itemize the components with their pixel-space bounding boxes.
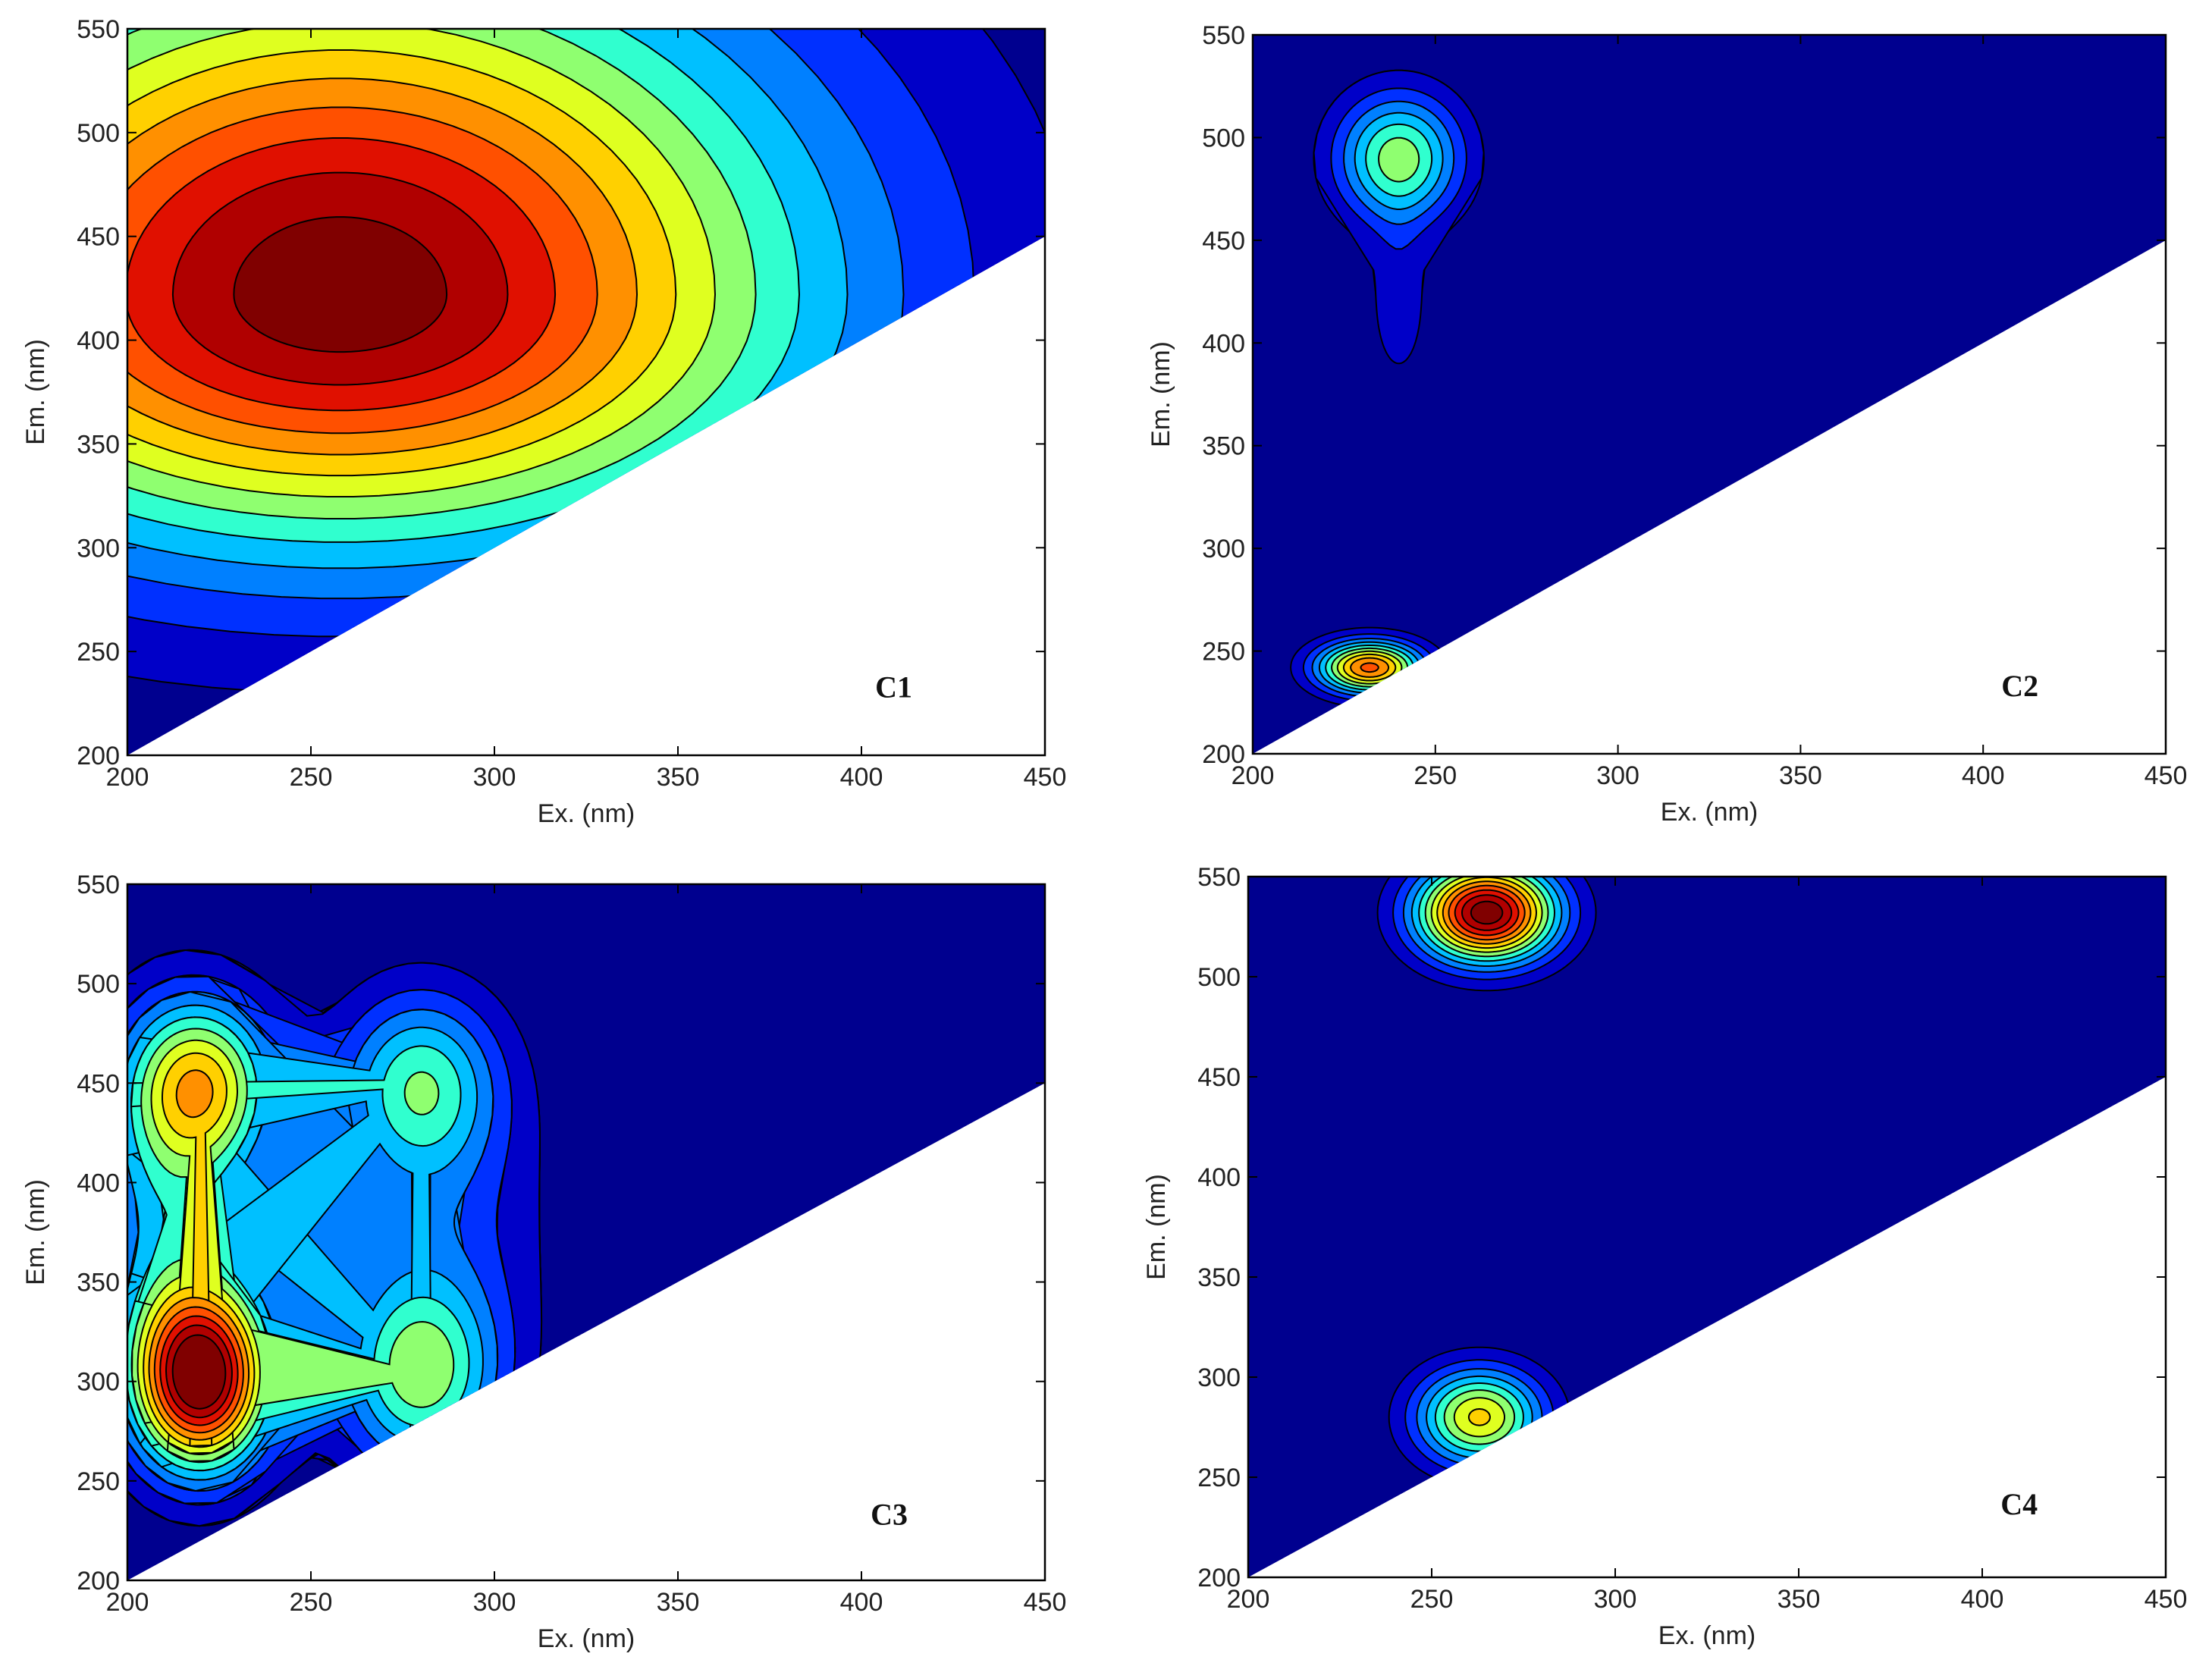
x-tick-label: 250	[1410, 1585, 1454, 1614]
y-tick-label: 550	[77, 871, 120, 899]
x-tick-label: 300	[1594, 1585, 1637, 1614]
x-tick-label: 400	[1961, 1585, 2004, 1614]
y-tick-label: 450	[1202, 227, 1245, 256]
x-axis-label: Ex. (nm)	[538, 1624, 635, 1653]
x-tick-label: 400	[1962, 761, 2005, 790]
y-tick-label: 300	[1202, 535, 1245, 563]
x-tick-label: 350	[1779, 761, 1822, 790]
y-tick-label: 500	[1202, 124, 1245, 152]
y-axis-label: Em. (nm)	[1147, 341, 1175, 447]
contour-levels	[127, 949, 543, 1527]
x-tick-label: 300	[1596, 761, 1639, 790]
x-tick-label: 250	[290, 1588, 333, 1617]
panel-tag: C3	[871, 1498, 908, 1532]
panel-c3: 200 250 300 350 400 450 200 250 300 350 400 450 500 5…	[21, 871, 1066, 1653]
y-tick-label: 200	[1197, 1564, 1241, 1592]
x-tick-label: 450	[2145, 1585, 2188, 1614]
y-tick-label: 450	[1197, 1063, 1241, 1092]
contour-level-6	[403, 1071, 440, 1115]
contour-levels	[127, 29, 1045, 695]
y-tick-label: 350	[1197, 1263, 1241, 1292]
y-tick-label: 550	[1197, 863, 1241, 892]
y-tick-label: 400	[1197, 1163, 1241, 1192]
panel-tag: C2	[2001, 669, 2038, 703]
x-tick-label: 350	[657, 1588, 700, 1617]
x-tick-label: 200	[1232, 761, 1275, 790]
x-tick-label: 350	[657, 763, 700, 792]
x-tick-label: 450	[2145, 761, 2188, 790]
y-tick-label: 550	[1202, 21, 1245, 50]
x-tick-label: 350	[1777, 1585, 1821, 1614]
y-tick-label: 200	[77, 1567, 120, 1596]
y-axis-label: Em. (nm)	[1142, 1174, 1171, 1280]
y-tick-label: 250	[1197, 1464, 1241, 1492]
y-tick-label: 300	[77, 534, 120, 563]
y-tick-label: 200	[1202, 740, 1245, 769]
x-axis-label: Ex. (nm)	[1661, 798, 1758, 827]
x-tick-label: 400	[840, 1588, 883, 1617]
y-tick-label: 500	[77, 119, 120, 148]
x-tick-label: 200	[106, 763, 149, 792]
contour-background	[1253, 35, 2166, 754]
plot-frame	[126, 883, 1046, 1582]
panel-tag: C4	[2000, 1487, 2038, 1521]
panel-c2: 200 250 300 350 400 450 200 250 300 350 400 450 500 5…	[1147, 21, 2187, 827]
contour-level-13	[1470, 900, 1504, 925]
x-axis-label: Ex. (nm)	[1658, 1621, 1755, 1650]
x-tick-label: 200	[1227, 1585, 1270, 1614]
y-tick-label: 250	[1202, 638, 1245, 667]
y-axis-label: Em. (nm)	[21, 1179, 50, 1285]
y-tick-label: 300	[77, 1368, 120, 1397]
contour-level-13	[233, 216, 448, 353]
y-tick-label: 250	[77, 1467, 120, 1496]
x-tick-label: 450	[1024, 763, 1067, 792]
contour-level-10	[1360, 662, 1379, 673]
y-tick-label: 350	[77, 1269, 120, 1297]
contour-level-13	[171, 1334, 227, 1410]
x-tick-label: 450	[1024, 1588, 1067, 1617]
x-tick-label: 300	[473, 1588, 516, 1617]
x-tick-label: 400	[840, 763, 883, 792]
y-tick-label: 400	[77, 327, 120, 356]
y-tick-label: 200	[77, 742, 120, 770]
y-tick-label: 400	[1202, 329, 1245, 358]
y-tick-label: 250	[77, 638, 120, 667]
plot-frame	[1251, 33, 2167, 755]
contour-level-8	[162, 1052, 227, 1447]
x-axis-label: Ex. (nm)	[538, 799, 635, 828]
y-tick-label: 500	[1197, 963, 1241, 992]
panel-tag: C1	[875, 670, 912, 704]
panel-c1: 200 250 300 350 400 450 200 250 300 350 400 450 500 5…	[21, 15, 1067, 828]
plot-frame	[1247, 875, 2167, 1579]
y-tick-label: 500	[77, 970, 120, 999]
panel-c4: 200 250 300 350 400 450 200 250 300 350 400 450 500 5…	[1142, 863, 2188, 1650]
x-tick-label: 200	[106, 1588, 149, 1617]
y-tick-label: 350	[77, 430, 120, 459]
y-tick-label: 450	[77, 1069, 120, 1098]
contour-level-6	[1378, 136, 1420, 183]
x-tick-label: 250	[1413, 761, 1457, 790]
y-tick-label: 350	[1202, 432, 1245, 461]
y-axis-label: Em. (nm)	[21, 339, 50, 445]
contour-background	[1248, 877, 2166, 1577]
x-tick-label: 300	[473, 763, 516, 792]
contour-level-9	[175, 1069, 214, 1119]
y-tick-label: 400	[77, 1169, 120, 1197]
contour-level-8	[1467, 1408, 1491, 1426]
y-tick-label: 300	[1197, 1363, 1241, 1392]
x-tick-label: 250	[290, 763, 333, 792]
y-tick-label: 450	[77, 223, 120, 252]
y-tick-label: 550	[77, 15, 120, 44]
plot-frame	[126, 27, 1046, 757]
